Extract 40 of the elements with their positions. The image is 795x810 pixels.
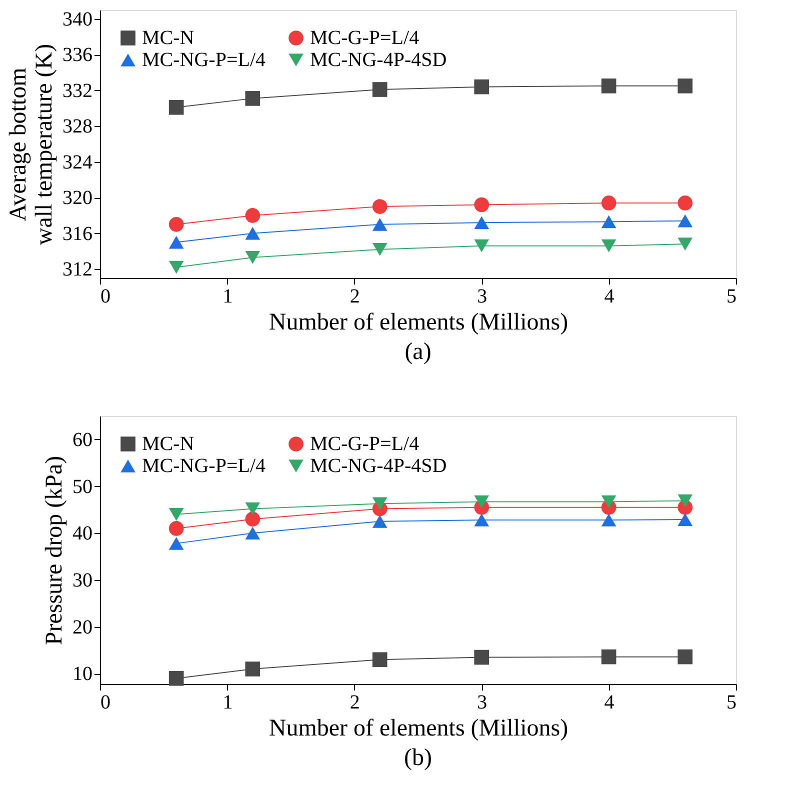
x-tick-label: 1 xyxy=(222,286,233,308)
text: (a) xyxy=(404,339,432,365)
x-tick-label: 3 xyxy=(477,286,488,308)
y-tick-label: 40 xyxy=(72,522,92,545)
legend-label: MC-NG-P=L/4 xyxy=(142,49,266,71)
y-axis-title: Pressure drop (kPa) xyxy=(42,456,68,646)
legend-label: MC-G-P=L/4 xyxy=(310,433,420,455)
y-tick-label: 340 xyxy=(62,8,92,30)
x-tick-label: 5 xyxy=(726,692,736,714)
x-tick-label: 2 xyxy=(350,286,360,308)
x-tick-label: 0 xyxy=(100,286,110,308)
text: (b) xyxy=(404,745,432,771)
y-tick-label: 316 xyxy=(62,222,92,245)
x-tick-label: 4 xyxy=(604,692,614,714)
y-tick-label: 328 xyxy=(62,116,92,138)
x-tick-label: 5 xyxy=(726,286,736,308)
y-tick-label: 324 xyxy=(62,151,92,174)
x-tick-label: 3 xyxy=(477,692,488,714)
y-tick-label: 10 xyxy=(72,663,92,686)
x-axis-title: Number of elements (Millions) xyxy=(268,716,568,742)
y-tick-label: 20 xyxy=(72,616,92,638)
x-tick-label: 2 xyxy=(350,692,360,714)
x-axis-title: Number of elements (Millions) xyxy=(268,310,568,336)
y-tick-label: 312 xyxy=(62,258,92,281)
legend-label: MC-NG-4P-4SD xyxy=(310,455,447,477)
y-tick-label: 332 xyxy=(62,80,92,102)
x-tick-label: 1 xyxy=(222,692,233,714)
x-tick-label: 0 xyxy=(100,692,110,714)
y-axis-title: Average bottom wall temperature (K) xyxy=(6,44,58,246)
legend-label: MC-N xyxy=(142,433,194,455)
y-tick-label: 30 xyxy=(72,569,92,592)
legend-label: MC-NG-P=L/4 xyxy=(142,455,266,477)
y-tick-label: 320 xyxy=(62,187,92,210)
x-tick-label: 4 xyxy=(604,286,614,308)
y-tick-label: 50 xyxy=(72,476,92,498)
y-tick-label: 60 xyxy=(72,428,92,451)
legend-label: MC-G-P=L/4 xyxy=(310,27,420,49)
legend-label: MC-NG-4P-4SD xyxy=(310,49,447,71)
legend-label: MC-N xyxy=(142,27,194,49)
y-tick-label: 336 xyxy=(62,44,92,66)
